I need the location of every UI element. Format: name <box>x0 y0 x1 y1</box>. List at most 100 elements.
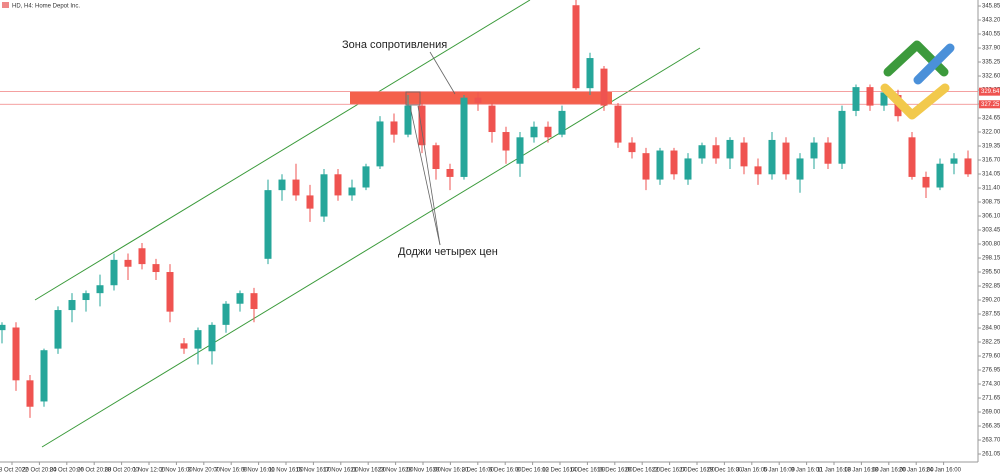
candle-body <box>642 153 650 180</box>
y-tick-label: 284.90 <box>982 326 1000 332</box>
candle-body <box>572 5 580 89</box>
y-tick-label: 314.05 <box>982 172 1000 178</box>
x-tick-label: 11 Jan 16:00 <box>817 468 852 474</box>
candle-body <box>614 105 622 143</box>
x-tick-label: 9 Nov 16:00 <box>242 468 275 474</box>
candle-body <box>544 126 552 138</box>
candle-body <box>950 158 958 164</box>
candle-body <box>292 179 300 196</box>
candle-body <box>446 169 454 177</box>
annotation: Зона сопротивления <box>342 39 447 51</box>
candle-body <box>54 310 62 349</box>
x-tick-label: 27 Dec 16:00 <box>679 468 715 474</box>
x-tick-label: 28 Oct 20:00 <box>104 468 139 474</box>
candle-body <box>96 285 104 294</box>
x-tick-label: 18 Oct 2022 <box>0 468 29 474</box>
candle-body <box>194 330 202 349</box>
candle-body <box>838 110 846 164</box>
x-tick-label: 3 Jan 16:00 <box>736 468 768 474</box>
candle-body <box>26 380 34 407</box>
candle-body <box>138 248 146 265</box>
annotation: Доджи четырех цен <box>398 246 498 258</box>
symbol-icon <box>2 2 9 8</box>
channel-lower <box>41 47 701 448</box>
y-tick-label: 316.70 <box>982 158 1000 164</box>
candle-body <box>908 137 916 177</box>
annotation-arrow <box>409 105 441 246</box>
y-tick-label: 308.75 <box>982 200 1000 206</box>
candle-body <box>222 303 230 325</box>
candle-body <box>698 145 706 159</box>
x-tick-label: 16 Dec 16:00 <box>597 468 633 474</box>
candle-body <box>12 327 20 381</box>
y-tick-label: 287.55 <box>982 312 1000 318</box>
candle-body <box>152 264 160 273</box>
y-tick-label: 300.80 <box>982 242 1000 248</box>
candle-body <box>866 87 874 106</box>
candle-body <box>348 187 356 196</box>
doji-box <box>405 91 421 106</box>
x-tick-label: 2 Nov 16:00 <box>160 468 193 474</box>
candle-body <box>768 139 776 175</box>
candle-body <box>390 121 398 135</box>
x-tick-label: 1 Nov 12:00 <box>133 468 166 474</box>
candle-body <box>68 300 76 311</box>
y-tick-label: 311.40 <box>982 186 1000 192</box>
y-tick-label: 298.15 <box>982 256 1000 262</box>
x-tick-label: 28 Nov 16:00 <box>405 468 441 474</box>
y-tick-label: 271.65 <box>982 396 1000 402</box>
x-tick-label: 24 Jan 16:00 <box>926 468 961 474</box>
candle-body <box>880 92 888 106</box>
annotation-arrow <box>429 51 456 95</box>
y-tick-label: 295.50 <box>982 270 1000 276</box>
candle-body <box>180 343 188 349</box>
candle-body <box>712 145 720 159</box>
candle-body <box>516 137 524 164</box>
candle-body <box>110 259 118 286</box>
level-label: 329.64 <box>981 89 1000 95</box>
candle-body <box>0 324 6 331</box>
candle-body <box>726 139 734 159</box>
candle-body <box>502 132 510 151</box>
candle-body <box>852 87 860 111</box>
candle-body <box>964 158 972 175</box>
candle-body <box>334 174 342 196</box>
x-tick-label: 5 Jan 16:00 <box>764 468 796 474</box>
candle-body <box>824 142 832 164</box>
x-tick-label: 3 Nov 20:00 <box>188 468 221 474</box>
annotation-arrow <box>417 105 441 246</box>
y-tick-label: 292.85 <box>982 284 1000 290</box>
candle-body <box>558 110 566 135</box>
x-tick-label: 17 Nov 16:00 <box>323 468 359 474</box>
y-tick-label: 290.20 <box>982 298 1000 304</box>
candle-body <box>684 158 692 180</box>
y-tick-label: 279.60 <box>982 354 1000 360</box>
y-tick-label: 282.25 <box>982 340 1000 346</box>
x-tick-label: 26 Oct 20:00 <box>77 468 112 474</box>
x-tick-label: 29 Dec 16:00 <box>707 468 743 474</box>
channel-upper <box>34 0 531 301</box>
candle-body <box>488 105 496 133</box>
x-tick-label: 24 Oct 20:00 <box>50 468 85 474</box>
candle-body <box>40 350 48 402</box>
y-tick-label: 266.35 <box>982 424 1000 430</box>
x-tick-label: 14 Dec 16:00 <box>570 468 606 474</box>
x-tick-label: 15 Nov 16:00 <box>296 468 332 474</box>
candle-body <box>782 142 790 175</box>
x-tick-label: 21 Nov 16:00 <box>350 468 386 474</box>
candle-body <box>530 126 538 138</box>
candle-body <box>124 259 132 267</box>
level-label-box <box>979 100 1000 109</box>
x-tick-label: 8 Dec 16:00 <box>516 468 549 474</box>
candle-body <box>418 105 426 146</box>
y-tick-label: 261.05 <box>982 452 1000 458</box>
x-tick-label: 6 Dec 16:00 <box>489 468 522 474</box>
candle-body <box>796 158 804 180</box>
x-tick-label: 12 Dec 16:00 <box>542 468 578 474</box>
candle-body <box>740 142 748 167</box>
logo <box>880 40 955 120</box>
y-tick-label: 340.55 <box>982 32 1000 38</box>
logo-part <box>913 43 955 85</box>
y-tick-label: 303.45 <box>982 228 1000 234</box>
